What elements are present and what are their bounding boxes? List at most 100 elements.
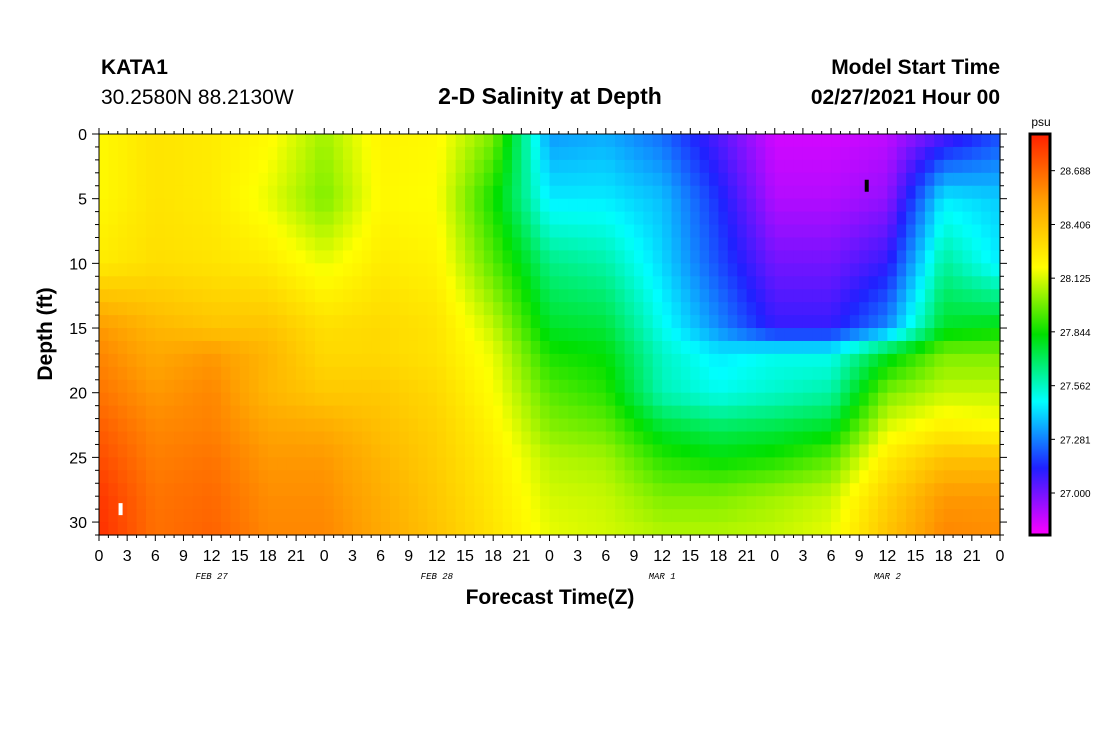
heatmap-cell <box>615 509 626 523</box>
heatmap-cell <box>333 198 344 213</box>
heatmap-cell <box>962 315 973 329</box>
heatmap-cell <box>277 237 288 252</box>
heatmap-cell <box>286 198 297 213</box>
heatmap-cell <box>906 250 917 264</box>
heatmap-cell <box>755 159 766 174</box>
heatmap-cell <box>474 134 485 148</box>
heatmap-cell <box>765 470 776 484</box>
heatmap-cell <box>418 146 429 161</box>
heatmap-cell <box>399 289 410 303</box>
heatmap-cell <box>380 276 391 290</box>
heatmap-cell <box>709 263 720 277</box>
heatmap-cell <box>530 224 541 239</box>
heatmap-cell <box>793 418 804 433</box>
heatmap-cell <box>831 522 842 536</box>
heatmap-cell <box>934 405 945 420</box>
heatmap-cell <box>709 379 720 394</box>
heatmap-cell <box>596 328 607 342</box>
heatmap-cell <box>990 302 1001 316</box>
heatmap-cell <box>906 379 917 394</box>
heatmap-cell <box>737 457 748 471</box>
heatmap-cell <box>361 522 372 536</box>
heatmap-cell <box>596 276 607 290</box>
heatmap-cell <box>746 379 757 394</box>
heatmap-cell <box>671 522 682 536</box>
heatmap-cell <box>183 224 194 239</box>
heatmap-cell <box>183 509 194 523</box>
heatmap-cell <box>446 509 457 523</box>
heatmap-cell <box>455 457 466 471</box>
heatmap-cell <box>455 146 466 161</box>
heatmap-cell <box>981 431 992 446</box>
heatmap-cell <box>174 211 185 226</box>
heatmap-cell <box>633 211 644 226</box>
heatmap-cell <box>934 224 945 239</box>
heatmap-cell <box>408 444 419 458</box>
heatmap-cell <box>305 146 316 161</box>
heatmap-cell <box>615 470 626 484</box>
heatmap-cell <box>286 263 297 277</box>
heatmap-cell <box>877 302 888 316</box>
heatmap-cell <box>990 405 1001 420</box>
heatmap-cell <box>483 159 494 174</box>
heatmap-cell <box>558 224 569 239</box>
heatmap-cell <box>859 185 870 200</box>
heatmap-cell <box>962 237 973 252</box>
heatmap-cell <box>418 353 429 368</box>
heatmap-cell <box>896 405 907 420</box>
heatmap-cell <box>399 431 410 446</box>
heatmap-cell <box>624 134 635 148</box>
heatmap-cell <box>540 522 551 536</box>
heatmap-cell <box>145 289 156 303</box>
heatmap-cell <box>887 328 898 342</box>
heatmap-cell <box>249 353 260 368</box>
heatmap-cell <box>887 340 898 355</box>
heatmap-cell <box>465 366 476 381</box>
heatmap-cell <box>117 302 128 316</box>
heatmap-cell <box>249 405 260 420</box>
heatmap-cell <box>408 250 419 264</box>
heatmap-cell <box>802 522 813 536</box>
heatmap-cell <box>408 237 419 252</box>
heatmap-cell <box>436 276 447 290</box>
heatmap-cell <box>117 340 128 355</box>
heatmap-cell <box>493 379 504 394</box>
heatmap-cell <box>934 457 945 471</box>
heatmap-cell <box>305 470 316 484</box>
heatmap-cell <box>343 211 354 226</box>
heatmap-cell <box>530 509 541 523</box>
heatmap-cell <box>981 185 992 200</box>
heatmap-cell <box>371 340 382 355</box>
heatmap-cell <box>624 366 635 381</box>
heatmap-cell <box>615 483 626 497</box>
heatmap-cell <box>877 431 888 446</box>
heatmap-cell <box>605 522 616 536</box>
heatmap-cell <box>605 379 616 394</box>
heatmap-cell <box>483 211 494 226</box>
heatmap-cell <box>465 379 476 394</box>
heatmap-cell <box>389 302 400 316</box>
heatmap-cell <box>267 237 278 252</box>
heatmap-cell <box>971 185 982 200</box>
heatmap-cell <box>615 328 626 342</box>
heatmap-cell <box>924 302 935 316</box>
heatmap-cell <box>192 405 203 420</box>
heatmap-cell <box>117 509 128 523</box>
heatmap-cell <box>296 379 307 394</box>
heatmap-cell <box>549 328 560 342</box>
heatmap-cell <box>943 250 954 264</box>
heatmap-cell <box>324 159 335 174</box>
heatmap-cell <box>737 509 748 523</box>
heatmap-cell <box>333 185 344 200</box>
heatmap-cell <box>577 431 588 446</box>
heatmap-cell <box>596 302 607 316</box>
heatmap-cell <box>108 302 119 316</box>
heatmap-cell <box>896 509 907 523</box>
heatmap-cell <box>934 353 945 368</box>
heatmap-cell <box>690 457 701 471</box>
heatmap-cell <box>258 470 269 484</box>
heatmap-cell <box>849 185 860 200</box>
heatmap-cell <box>305 353 316 368</box>
heatmap-cell <box>549 522 560 536</box>
heatmap-cell <box>361 431 372 446</box>
